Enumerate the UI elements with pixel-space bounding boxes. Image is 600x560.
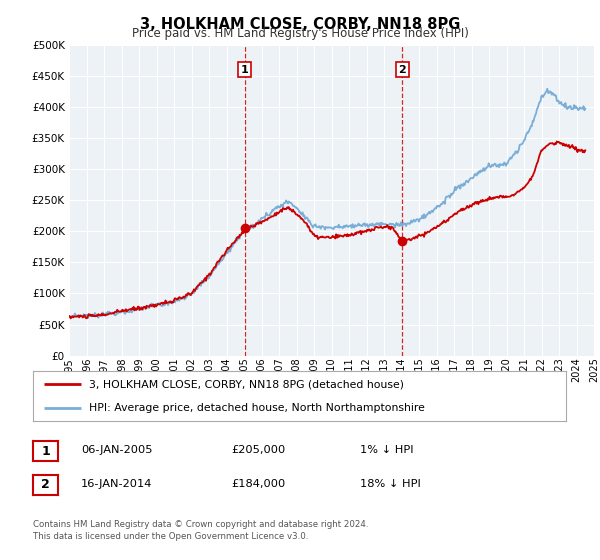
Text: 3, HOLKHAM CLOSE, CORBY, NN18 8PG (detached house): 3, HOLKHAM CLOSE, CORBY, NN18 8PG (detac…: [89, 379, 404, 389]
Text: 1: 1: [241, 64, 248, 74]
Text: 1% ↓ HPI: 1% ↓ HPI: [360, 445, 413, 455]
Text: 06-JAN-2005: 06-JAN-2005: [81, 445, 152, 455]
Text: 1: 1: [41, 445, 50, 458]
Text: Contains HM Land Registry data © Crown copyright and database right 2024.: Contains HM Land Registry data © Crown c…: [33, 520, 368, 529]
Text: 18% ↓ HPI: 18% ↓ HPI: [360, 479, 421, 489]
Text: This data is licensed under the Open Government Licence v3.0.: This data is licensed under the Open Gov…: [33, 532, 308, 541]
Text: Price paid vs. HM Land Registry's House Price Index (HPI): Price paid vs. HM Land Registry's House …: [131, 27, 469, 40]
Text: HPI: Average price, detached house, North Northamptonshire: HPI: Average price, detached house, Nort…: [89, 403, 425, 413]
Text: 3, HOLKHAM CLOSE, CORBY, NN18 8PG: 3, HOLKHAM CLOSE, CORBY, NN18 8PG: [140, 17, 460, 32]
Text: 2: 2: [398, 64, 406, 74]
Text: £205,000: £205,000: [231, 445, 285, 455]
Text: £184,000: £184,000: [231, 479, 285, 489]
Text: 16-JAN-2014: 16-JAN-2014: [81, 479, 152, 489]
Text: 2: 2: [41, 478, 50, 492]
